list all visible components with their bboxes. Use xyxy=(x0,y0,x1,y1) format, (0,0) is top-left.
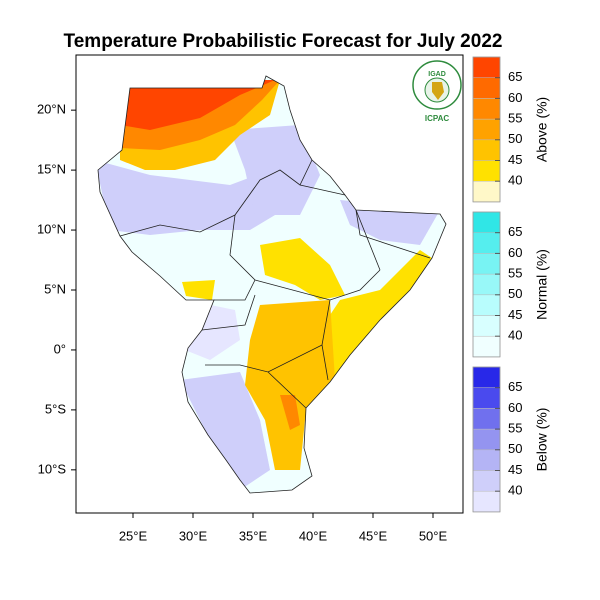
legend-swatch xyxy=(472,449,501,471)
x-tick-label: 40°E xyxy=(299,528,328,543)
legend-swatch xyxy=(472,315,501,337)
y-tick-label: 5°N xyxy=(44,281,66,296)
below-area xyxy=(230,125,320,215)
legend-tick-label: 40 xyxy=(508,483,522,498)
x-tick-label: 30°E xyxy=(179,528,208,543)
legend-swatch xyxy=(472,56,501,78)
legend-swatch xyxy=(472,366,501,388)
x-tick-label: 50°E xyxy=(419,528,448,543)
x-tick-label: 45°E xyxy=(359,528,388,543)
legend-tick-label: 60 xyxy=(508,245,522,260)
legend-tick-label: 50 xyxy=(508,286,522,301)
logo: IGAD ICPAC xyxy=(412,60,462,123)
legend-tick-label: 50 xyxy=(508,441,522,456)
legend-tick-label: 60 xyxy=(508,400,522,415)
legend-swatch xyxy=(472,98,501,120)
legend-swatch xyxy=(472,387,501,409)
legend-swatch xyxy=(472,211,501,233)
legend-swatch xyxy=(472,77,501,99)
legend-tick-label: 60 xyxy=(508,90,522,105)
legend-swatch xyxy=(472,160,501,182)
above-area xyxy=(120,80,275,130)
above-area xyxy=(245,300,335,470)
above-area xyxy=(260,238,345,300)
legend-title: Normal (%) xyxy=(534,249,550,320)
legend-swatch xyxy=(472,253,501,275)
legend-swatch xyxy=(472,470,501,492)
y-tick-label: 20°N xyxy=(37,102,66,117)
y-tick-label: 0° xyxy=(54,341,66,356)
legend-tick-label: 55 xyxy=(508,111,522,126)
above-area xyxy=(182,280,215,300)
legend-swatch xyxy=(472,118,501,141)
legend-tick-label: 45 xyxy=(508,152,522,167)
above-area xyxy=(320,250,432,382)
legend-swatch xyxy=(472,180,501,203)
legend-tick-label: 40 xyxy=(508,328,522,343)
y-tick-label: 5°S xyxy=(45,401,66,416)
legend-frame xyxy=(472,56,501,203)
legend-tick-label: 65 xyxy=(508,379,522,394)
y-tick-label: 15°N xyxy=(37,162,66,177)
logo-africa xyxy=(432,82,444,100)
legend-swatch xyxy=(472,273,501,296)
title: Temperature Probabilistic Forecast for J… xyxy=(64,31,503,52)
legend-swatch xyxy=(472,408,501,430)
legend-swatch xyxy=(472,490,501,513)
logo-bottom-text: ICPAC xyxy=(425,114,450,123)
region-outline xyxy=(97,75,447,494)
legend-tick-label: 45 xyxy=(508,462,522,477)
x-tick-label: 35°E xyxy=(239,528,268,543)
legend-tick-label: 55 xyxy=(508,266,522,281)
x-tick-label: 25°E xyxy=(119,528,148,543)
legend-tick-label: 65 xyxy=(508,224,522,239)
legend-title: Below (%) xyxy=(534,408,550,472)
above-area xyxy=(280,395,300,430)
legend-tick-label: 40 xyxy=(508,173,522,188)
legend-swatch xyxy=(472,335,501,358)
y-tick-label: 10°S xyxy=(38,461,67,476)
legend-swatch xyxy=(472,294,501,316)
legend-swatch xyxy=(472,428,501,451)
logo-top-text: IGAD xyxy=(428,71,446,78)
legend-frame xyxy=(472,366,501,513)
legend-swatch xyxy=(472,139,501,161)
below-area xyxy=(180,372,270,490)
country-borders xyxy=(119,159,431,409)
legend-title: Above (%) xyxy=(534,97,550,162)
y-tick-label: 10°N xyxy=(37,221,66,236)
legend-tick-label: 55 xyxy=(508,421,522,436)
legend-swatch xyxy=(472,232,501,254)
legend-tick-label: 45 xyxy=(508,307,522,322)
legend-tick-label: 65 xyxy=(508,69,522,84)
legend-frame xyxy=(472,211,501,358)
legend-tick-label: 50 xyxy=(508,131,522,146)
